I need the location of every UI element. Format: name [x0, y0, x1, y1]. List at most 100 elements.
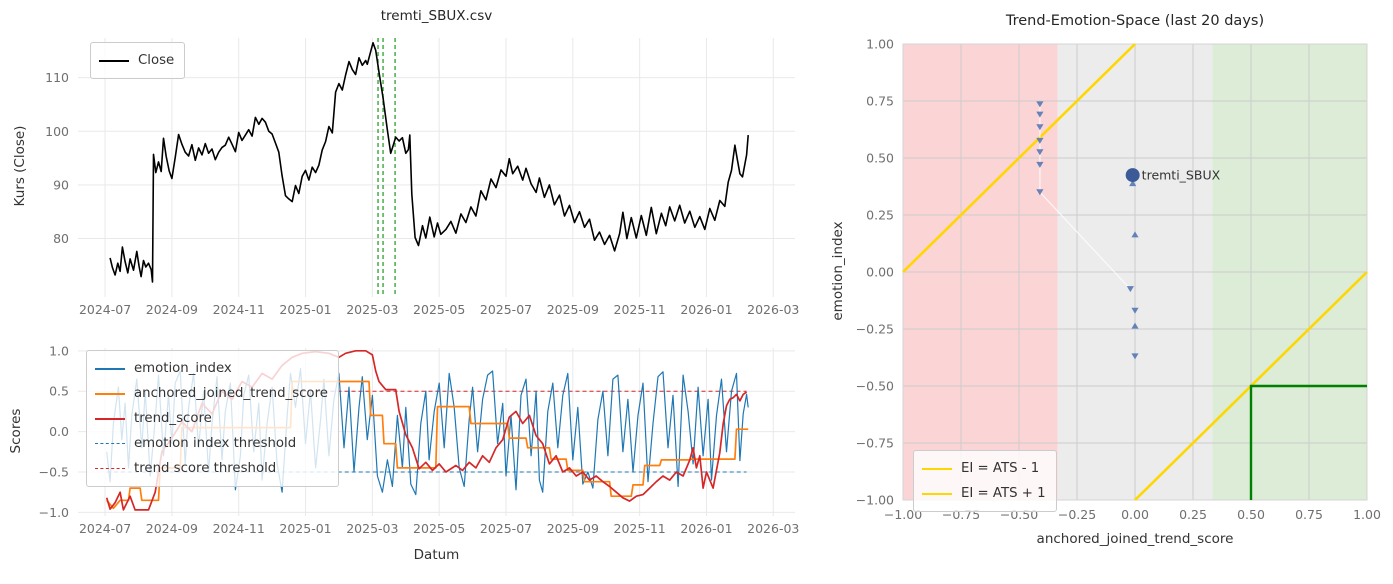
svg-text:2024-09: 2024-09	[146, 302, 198, 317]
svg-text:2025-07: 2025-07	[480, 521, 532, 536]
current-point	[1125, 168, 1140, 183]
svg-text:100: 100	[45, 124, 69, 139]
svg-text:2026-01: 2026-01	[680, 302, 732, 317]
svg-text:2025-03: 2025-03	[346, 521, 398, 536]
svg-text:−1.00: −1.00	[856, 493, 894, 508]
ei-ats-plus-swatch	[922, 492, 952, 495]
close-line	[109, 42, 749, 283]
trajectory-arrow	[1036, 149, 1044, 156]
svg-text:2025-09: 2025-09	[547, 521, 599, 536]
legend-label: trend score threshold	[134, 461, 277, 476]
svg-text:−0.50: −0.50	[856, 379, 894, 394]
svg-text:0.75: 0.75	[866, 94, 894, 109]
legend-label: Close	[138, 53, 175, 68]
svg-text:80: 80	[53, 231, 69, 246]
svg-text:2025-07: 2025-07	[480, 302, 532, 317]
svg-text:0.0: 0.0	[49, 424, 69, 439]
svg-text:1.0: 1.0	[49, 343, 69, 358]
legend-item-trend-score-threshold: trend score threshold	[95, 456, 328, 481]
svg-text:2024-11: 2024-11	[213, 521, 265, 536]
svg-text:−0.25: −0.25	[1058, 507, 1096, 522]
legend-item-trend-score: trend_score	[95, 406, 328, 431]
current-point-label: tremti_SBUX	[1142, 168, 1221, 183]
trajectory-arrow	[1131, 353, 1139, 360]
scores-legend: emotion_index anchored_joined_trend_scor…	[86, 350, 339, 487]
svg-text:−0.25: −0.25	[856, 322, 894, 337]
policy-line	[1249, 384, 1367, 500]
trajectory-arrow	[1131, 322, 1139, 329]
close-legend: Close	[90, 42, 186, 79]
space-y-axis-label: emotion_index	[830, 221, 846, 321]
trajectory-arrow	[1126, 286, 1134, 293]
svg-text:−1.0: −1.0	[39, 505, 69, 520]
space-chart-title: Trend-Emotion-Space (last 20 days)	[1005, 13, 1265, 29]
legend-label: anchored_joined_trend_score	[134, 386, 328, 401]
trajectory-arrow	[1036, 189, 1044, 196]
legend-item-emotion-index: emotion_index	[95, 356, 328, 381]
close-line-swatch	[99, 59, 129, 62]
close-chart: 2024-07 2024-09 2024-11 2025-01 2025-03 2025-…	[45, 38, 799, 317]
trajectory-arrow	[1129, 180, 1137, 187]
legend-label: EI = ATS - 1	[961, 461, 1040, 476]
legend-item-emotion-index-threshold: emotion index threshold	[95, 431, 328, 456]
svg-text:90: 90	[53, 177, 69, 192]
svg-text:2025-11: 2025-11	[614, 302, 666, 317]
trend-threshold-swatch	[95, 468, 125, 469]
svg-text:0.75: 0.75	[1295, 507, 1323, 522]
trajectory-arrow	[1131, 231, 1139, 238]
svg-text:−0.75: −0.75	[856, 436, 894, 451]
legend-label: trend_score	[134, 411, 212, 426]
svg-text:0.25: 0.25	[1179, 507, 1207, 522]
svg-text:0.25: 0.25	[866, 208, 894, 223]
scores-y-axis-label: Scores	[8, 408, 24, 454]
trajectory-arrow	[1036, 101, 1044, 108]
close-chart-title: tremti_SBUX.csv	[380, 8, 493, 24]
svg-text:0.00: 0.00	[866, 265, 894, 280]
svg-text:2025-01: 2025-01	[279, 521, 331, 536]
scores-x-axis-label: Datum	[413, 547, 460, 563]
svg-text:−1.00: −1.00	[884, 507, 922, 522]
emotion-threshold-swatch	[95, 443, 125, 444]
space-legend: EI = ATS - 1 EI = ATS + 1	[913, 450, 1057, 512]
trajectory-arrow	[1131, 307, 1139, 314]
svg-text:2024-09: 2024-09	[146, 521, 198, 536]
svg-text:2024-11: 2024-11	[213, 302, 265, 317]
ei-ats-minus-swatch	[922, 467, 952, 470]
svg-text:0.50: 0.50	[866, 151, 894, 166]
space-x-axis-label: anchored_joined_trend_score	[1036, 531, 1234, 547]
svg-text:0.00: 0.00	[1121, 507, 1149, 522]
svg-text:2025-05: 2025-05	[413, 302, 465, 317]
legend-label: emotion index threshold	[134, 436, 297, 451]
emotion-index-swatch	[95, 367, 125, 370]
space-chart: −1.00 −0.75 −0.50 −0.25 0.00 0.25 0.50 0.75 1.00…	[856, 37, 1381, 523]
legend-item-close: Close	[99, 48, 174, 73]
anchored-trend-swatch	[95, 392, 125, 395]
trajectory-arrow	[1036, 161, 1044, 168]
svg-text:−0.5: −0.5	[39, 464, 69, 479]
trend-score-swatch	[95, 417, 125, 420]
legend-label: EI = ATS + 1	[961, 486, 1046, 501]
svg-text:0.50: 0.50	[1237, 507, 1265, 522]
svg-text:110: 110	[45, 70, 69, 85]
svg-text:2024-07: 2024-07	[79, 521, 131, 536]
svg-text:2025-03: 2025-03	[346, 302, 398, 317]
legend-label: emotion_index	[134, 361, 232, 376]
svg-text:1.00: 1.00	[1353, 507, 1381, 522]
legend-item-anchored-joined-trend-score: anchored_joined_trend_score	[95, 381, 328, 406]
svg-text:2025-05: 2025-05	[413, 521, 465, 536]
svg-text:2026-01: 2026-01	[680, 521, 732, 536]
legend-item-ei-ats-plus-1: EI = ATS + 1	[922, 481, 1046, 506]
svg-text:2026-03: 2026-03	[747, 521, 799, 536]
reference-line	[902, 43, 1136, 273]
svg-text:2025-01: 2025-01	[279, 302, 331, 317]
trajectory-arrow	[1036, 111, 1044, 118]
svg-text:2026-03: 2026-03	[747, 302, 799, 317]
svg-text:0.5: 0.5	[49, 384, 69, 399]
svg-text:2025-09: 2025-09	[547, 302, 599, 317]
trajectory-arrow	[1036, 124, 1044, 131]
legend-item-ei-ats-minus-1: EI = ATS - 1	[922, 456, 1046, 481]
svg-text:1.00: 1.00	[866, 37, 894, 52]
close-y-axis-label: Kurs (Close)	[12, 125, 28, 207]
